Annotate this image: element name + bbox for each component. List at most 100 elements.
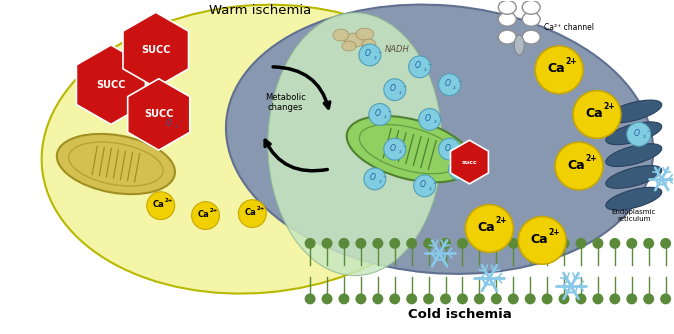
- Text: ₂: ₂: [642, 133, 645, 139]
- Ellipse shape: [606, 144, 662, 166]
- Text: 2+: 2+: [585, 154, 596, 163]
- Text: Warm ischemia: Warm ischemia: [209, 4, 311, 17]
- Text: O: O: [445, 144, 450, 153]
- Circle shape: [355, 294, 367, 304]
- Text: O: O: [370, 173, 376, 182]
- Circle shape: [406, 294, 417, 304]
- Text: O: O: [365, 49, 371, 58]
- Text: Ca: Ca: [478, 221, 495, 234]
- Ellipse shape: [522, 12, 540, 26]
- Text: ⁻: ⁻: [458, 145, 462, 151]
- Circle shape: [474, 294, 485, 304]
- Circle shape: [660, 294, 671, 304]
- Circle shape: [457, 238, 468, 249]
- Ellipse shape: [346, 116, 472, 182]
- Text: Ca: Ca: [585, 107, 603, 120]
- Circle shape: [518, 216, 566, 264]
- Ellipse shape: [362, 39, 376, 49]
- Text: ₂: ₂: [423, 66, 426, 72]
- Text: O: O: [166, 119, 172, 128]
- Text: ⁻: ⁻: [403, 86, 406, 92]
- Text: O: O: [375, 109, 381, 118]
- Ellipse shape: [268, 13, 442, 276]
- Text: ₂: ₂: [378, 178, 381, 184]
- Circle shape: [643, 294, 654, 304]
- Circle shape: [414, 175, 435, 197]
- Polygon shape: [123, 12, 189, 88]
- Circle shape: [474, 238, 485, 249]
- Text: Ca: Ca: [197, 210, 210, 219]
- Text: ₂: ₂: [463, 168, 466, 174]
- Circle shape: [321, 238, 332, 249]
- Circle shape: [305, 294, 315, 304]
- Ellipse shape: [522, 0, 540, 14]
- Text: ⁻: ⁻: [428, 63, 431, 69]
- Text: succ: succ: [462, 160, 477, 165]
- Text: ⁻: ⁻: [433, 182, 437, 188]
- Text: 2+: 2+: [164, 198, 173, 203]
- Circle shape: [573, 91, 621, 138]
- Polygon shape: [76, 45, 146, 124]
- Circle shape: [390, 294, 400, 304]
- Ellipse shape: [57, 134, 175, 194]
- Ellipse shape: [514, 35, 524, 55]
- Ellipse shape: [606, 166, 662, 188]
- Circle shape: [440, 238, 451, 249]
- Circle shape: [372, 294, 384, 304]
- Text: Ca: Ca: [530, 233, 548, 246]
- Text: ₂: ₂: [175, 123, 177, 129]
- Text: ⁻: ⁻: [378, 51, 381, 57]
- Circle shape: [440, 294, 451, 304]
- Ellipse shape: [606, 187, 662, 210]
- Circle shape: [239, 200, 266, 227]
- Text: ⁻: ⁻: [468, 165, 471, 171]
- Ellipse shape: [342, 41, 356, 51]
- Circle shape: [364, 168, 386, 190]
- Text: O: O: [634, 129, 640, 138]
- Circle shape: [592, 294, 603, 304]
- Ellipse shape: [606, 100, 662, 123]
- Circle shape: [643, 238, 654, 249]
- Text: ⁻: ⁻: [403, 145, 406, 151]
- Text: O: O: [454, 163, 460, 172]
- Circle shape: [372, 238, 384, 249]
- Text: ₂: ₂: [433, 118, 436, 124]
- Ellipse shape: [359, 125, 460, 174]
- Circle shape: [338, 238, 349, 249]
- Ellipse shape: [333, 29, 349, 41]
- Circle shape: [609, 294, 620, 304]
- Text: ₂: ₂: [453, 84, 456, 90]
- Ellipse shape: [226, 5, 653, 274]
- Circle shape: [448, 158, 470, 180]
- Text: ₂: ₂: [428, 185, 431, 191]
- Text: ⁻: ⁻: [437, 116, 441, 121]
- Circle shape: [555, 142, 603, 190]
- Text: 2+: 2+: [549, 228, 560, 237]
- Polygon shape: [450, 140, 489, 184]
- Text: SUCC: SUCC: [96, 80, 125, 90]
- Text: ⁻: ⁻: [388, 111, 392, 117]
- Text: O: O: [390, 144, 396, 153]
- Polygon shape: [127, 79, 190, 150]
- Text: O: O: [390, 84, 396, 93]
- Circle shape: [321, 294, 332, 304]
- Circle shape: [576, 294, 586, 304]
- Circle shape: [609, 238, 620, 249]
- Circle shape: [359, 44, 381, 66]
- Circle shape: [423, 238, 434, 249]
- Ellipse shape: [498, 30, 516, 44]
- Text: O: O: [445, 79, 450, 88]
- Circle shape: [491, 294, 502, 304]
- Text: ⁻: ⁻: [383, 175, 387, 181]
- Text: Metabolic
changes: Metabolic changes: [265, 93, 305, 112]
- Text: 2+: 2+: [603, 102, 615, 111]
- Circle shape: [491, 238, 502, 249]
- Circle shape: [439, 138, 460, 160]
- Text: Cold ischemia: Cold ischemia: [408, 308, 512, 321]
- Circle shape: [439, 74, 460, 96]
- Ellipse shape: [356, 28, 374, 40]
- Circle shape: [423, 294, 434, 304]
- Circle shape: [627, 122, 650, 146]
- Text: ₂: ₂: [398, 89, 401, 95]
- Text: O: O: [425, 114, 431, 123]
